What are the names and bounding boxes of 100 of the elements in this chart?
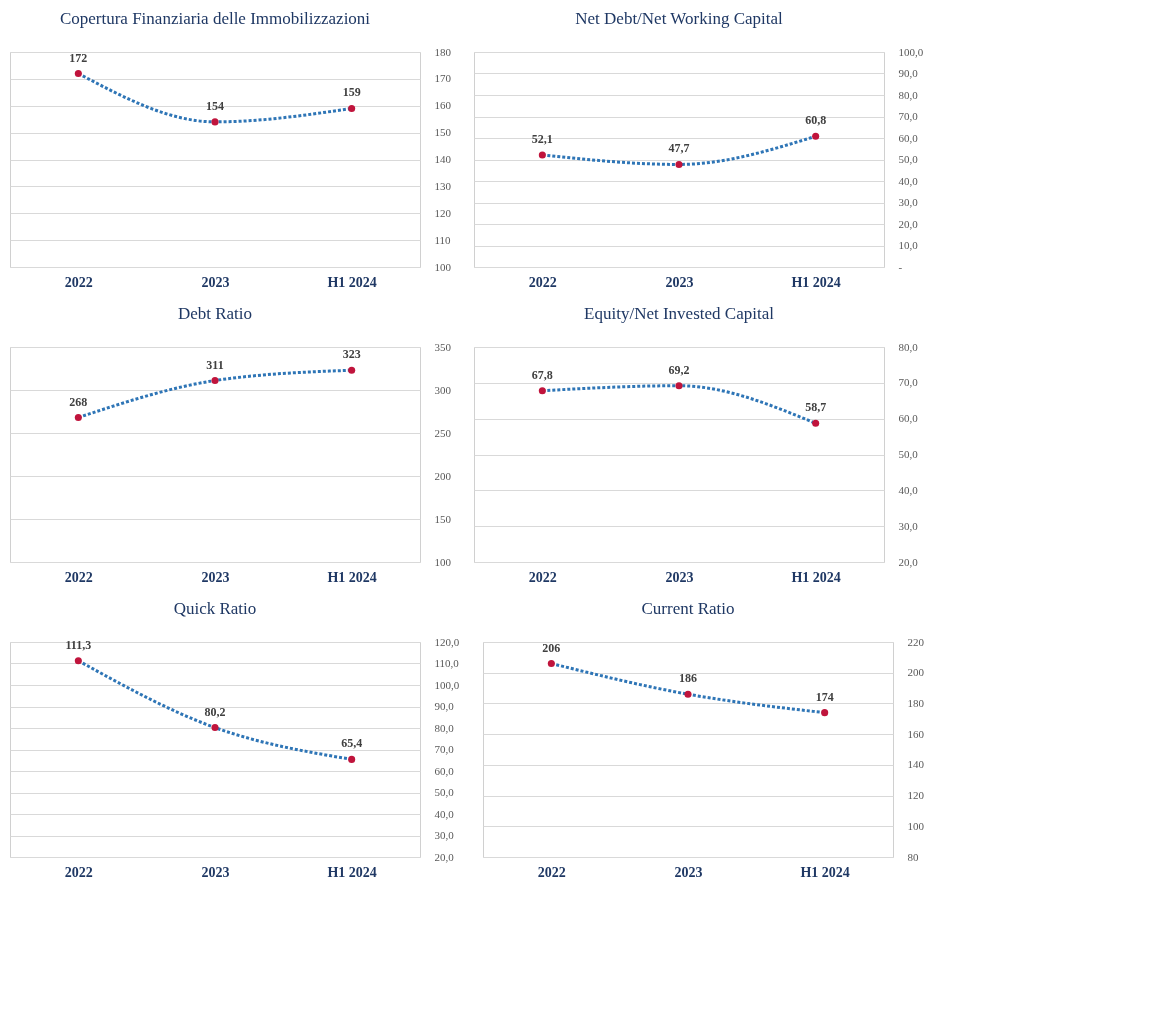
y-tick-label: 50,0 — [898, 153, 919, 165]
data-label: 206 — [542, 640, 561, 655]
y-tick-label: 200 — [434, 469, 452, 482]
point — [348, 366, 356, 374]
y-tick-label: 20,0 — [898, 217, 919, 230]
point — [547, 659, 555, 668]
y-tick-label: 100 — [907, 819, 925, 832]
x-tick-label: 2023 — [665, 274, 694, 290]
y-tick-label: 100,0 — [898, 45, 924, 58]
data-label: 47,7 — [668, 141, 690, 156]
y-tick-label: 140 — [434, 153, 452, 165]
y-tick-label: 120 — [434, 206, 452, 219]
y-tick-label: 30,0 — [898, 196, 919, 208]
y-tick-label: 80,0 — [434, 721, 455, 734]
y-tick-label: 40,0 — [898, 483, 919, 496]
x-tick-label: H1 2024 — [327, 569, 377, 585]
point — [211, 118, 219, 126]
y-tick-label: 10,0 — [898, 239, 919, 251]
x-tick-label: H1 2024 — [800, 864, 850, 880]
data-label: 65,4 — [341, 736, 363, 751]
y-tick-label: 120 — [907, 789, 925, 802]
y-tick-label: 300 — [434, 383, 452, 396]
point — [211, 377, 219, 385]
x-tick-label: H1 2024 — [327, 274, 377, 290]
data-label: 52,1 — [531, 131, 553, 146]
data-label: 174 — [815, 689, 834, 704]
y-tick-label: 220 — [907, 635, 925, 648]
point — [74, 413, 82, 422]
data-label: 69,2 — [668, 362, 690, 377]
y-tick-label: 50,0 — [898, 448, 919, 460]
data-label: 186 — [679, 671, 697, 686]
y-tick-label: 350 — [434, 340, 452, 353]
x-tick-label: 2022 — [528, 274, 557, 290]
y-tick-label: 80,0 — [898, 88, 919, 101]
y-tick-label: 110 — [434, 233, 452, 246]
data-label: 172 — [69, 50, 88, 65]
x-tick-label: 2023 — [665, 569, 694, 585]
data-label: 60,8 — [805, 113, 827, 128]
x-tick-label: H1 2024 — [327, 864, 377, 880]
point — [812, 419, 820, 427]
chart-title: Quick Ratio — [173, 599, 257, 618]
y-tick-label: 80 — [907, 850, 919, 863]
data-label: 311 — [206, 357, 224, 372]
y-tick-label: 30,0 — [434, 829, 455, 841]
point — [538, 151, 546, 159]
point — [74, 657, 82, 665]
x-tick-label: H1 2024 — [791, 274, 841, 290]
x-tick-label: 2022 — [537, 864, 566, 880]
point — [675, 382, 683, 390]
y-tick-label: 40,0 — [898, 174, 919, 187]
data-label: 268 — [69, 394, 88, 409]
y-tick-label: 70,0 — [898, 110, 919, 122]
chart-title: Debt Ratio — [177, 304, 253, 323]
chart-title: Copertura Finanziaria delle Immobilizzazioni — [59, 9, 371, 28]
y-tick-label: 250 — [434, 426, 452, 439]
y-tick-label: 110,0 — [434, 657, 460, 669]
x-tick-label: 2023 — [201, 864, 230, 880]
y-tick-label: 170 — [434, 72, 452, 85]
y-tick-label: 20,0 — [898, 555, 919, 568]
y-tick-label: - — [898, 260, 903, 273]
y-tick-label: 40,0 — [434, 807, 455, 820]
y-tick-label: 180 — [434, 45, 452, 58]
point — [675, 160, 683, 168]
x-tick-label: 2022 — [528, 569, 557, 585]
point — [211, 724, 219, 732]
data-label: 58,7 — [805, 400, 827, 415]
y-tick-label: 100 — [434, 555, 452, 568]
y-tick-label: 180 — [907, 696, 925, 709]
data-label: 111,3 — [65, 637, 92, 652]
data-label: 323 — [342, 347, 361, 362]
data-label: 154 — [206, 98, 224, 113]
y-tick-label: 90,0 — [434, 700, 455, 712]
y-tick-label: 60,0 — [898, 412, 919, 425]
data-label: 80,2 — [204, 704, 226, 719]
chart-title: Net Debt/Net Working Capital — [575, 9, 783, 28]
y-tick-label: 60,0 — [898, 131, 919, 144]
point — [821, 709, 829, 717]
x-tick-label: 2023 — [201, 569, 230, 585]
point — [348, 755, 356, 763]
y-tick-label: 140 — [907, 758, 925, 771]
y-tick-label: 150 — [434, 126, 452, 139]
x-tick-label: 2022 — [64, 274, 93, 290]
x-tick-label: 2023 — [674, 864, 703, 880]
point — [348, 104, 356, 112]
point — [74, 69, 82, 78]
x-tick-label: H1 2024 — [791, 569, 841, 585]
y-tick-label: 80,0 — [898, 340, 919, 353]
x-tick-label: 2022 — [64, 569, 93, 585]
y-tick-label: 200 — [907, 666, 925, 679]
x-tick-label: 2022 — [64, 864, 93, 880]
y-tick-label: 100 — [434, 260, 452, 273]
point — [538, 387, 546, 395]
y-tick-label: 150 — [434, 512, 452, 525]
y-tick-label: 100,0 — [434, 678, 460, 691]
y-tick-label: 120,0 — [434, 635, 460, 648]
data-label: 159 — [342, 85, 361, 100]
y-tick-label: 30,0 — [898, 519, 919, 532]
y-tick-label: 20,0 — [434, 850, 455, 863]
y-tick-label: 160 — [907, 727, 925, 740]
y-tick-label: 50,0 — [434, 786, 455, 798]
